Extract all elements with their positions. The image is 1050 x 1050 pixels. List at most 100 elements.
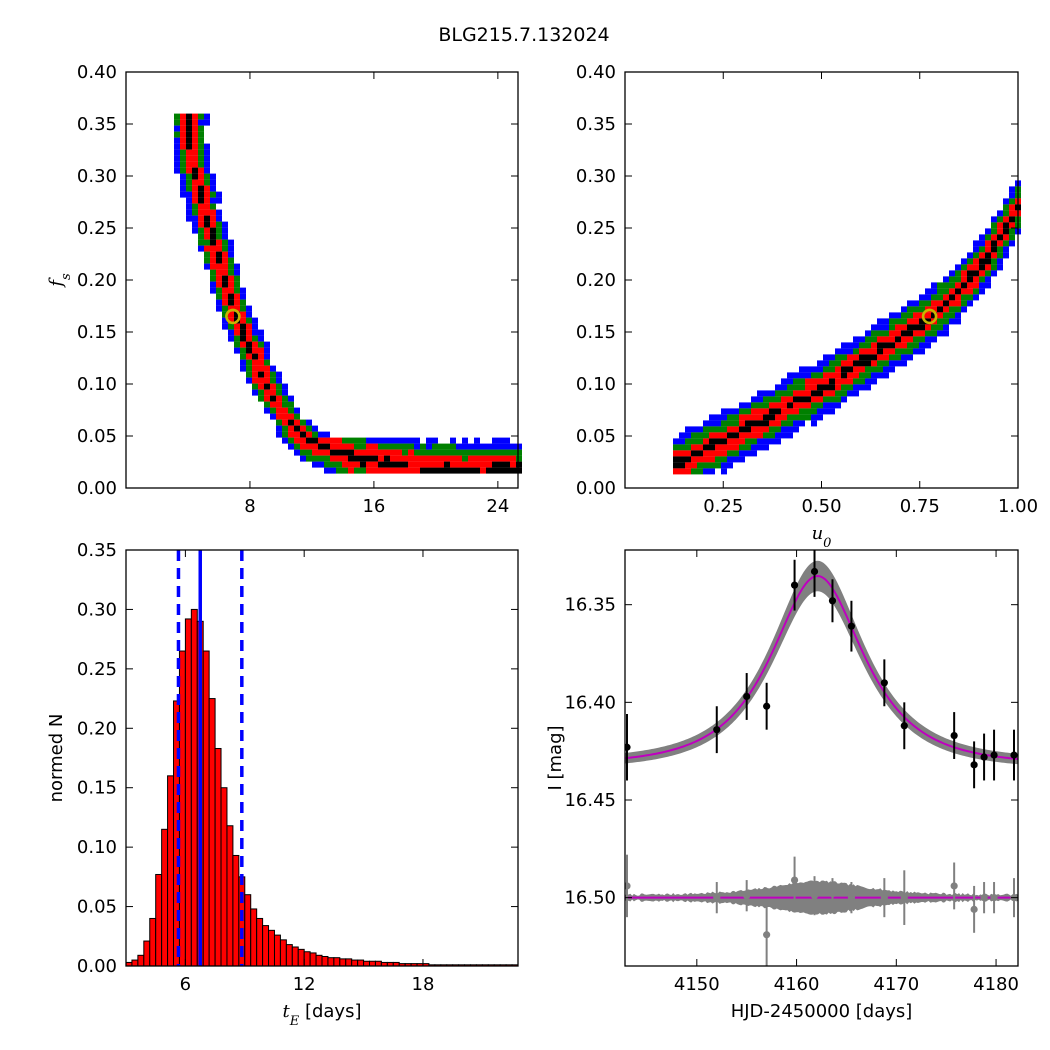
heatmap-cell: [426, 449, 432, 456]
heatmap-cell: [967, 264, 973, 271]
heatmap-cell: [679, 462, 685, 469]
heatmap-cell: [312, 443, 318, 450]
heatmap-cell: [216, 215, 222, 222]
heatmap-cell: [216, 239, 222, 246]
heatmap-cell: [492, 443, 498, 450]
heatmap-cell: [450, 461, 456, 468]
heatmap-cell: [420, 461, 426, 468]
heatmap-cell: [186, 161, 192, 168]
heatmap-cell: [781, 426, 787, 433]
heatmap-cell: [210, 287, 216, 294]
heatmap-cell: [480, 467, 486, 474]
heatmap-cell: [865, 330, 871, 337]
heatmap-cell: [727, 444, 733, 451]
y-tick-label: 0.35: [576, 114, 616, 135]
heatmap-cell: [907, 342, 913, 349]
heatmap-cell: [745, 426, 751, 433]
heatmap-cell: [691, 456, 697, 463]
heatmap-cell: [985, 258, 991, 265]
heatmap-cell: [865, 366, 871, 373]
heatmap-cell: [198, 173, 204, 180]
heatmap-cell: [721, 432, 727, 439]
heatmap-cell: [997, 240, 1003, 247]
lightcurve-plot-area: [625, 550, 1018, 966]
data-point: [625, 743, 631, 751]
heatmap-cell: [426, 443, 432, 450]
heatmap-cell: [462, 443, 468, 450]
heatmap-cell: [733, 420, 739, 427]
heatmap-cell: [727, 438, 733, 445]
histogram-bar: [339, 958, 347, 967]
heatmap-cell: [961, 288, 967, 295]
heatmap-cell: [486, 449, 492, 456]
heatmap-cell: [234, 281, 240, 288]
heatmap-cell: [811, 390, 817, 397]
heatmap-cell: [811, 372, 817, 379]
heatmap-cell: [504, 449, 510, 456]
heatmap-cell: [781, 408, 787, 415]
heatmap-cell: [895, 354, 901, 361]
heatmap-cell: [306, 437, 312, 444]
heatmap-cell: [420, 449, 426, 456]
heatmap-cell: [180, 137, 186, 144]
heatmap-cell: [258, 377, 264, 384]
y-tick-label: 0.05: [77, 897, 117, 918]
heatmap-cell: [450, 449, 456, 456]
heatmap-cell: [955, 270, 961, 277]
heatmap-cell: [997, 228, 1003, 235]
heatmap-cell: [769, 438, 775, 445]
heatmap-cell: [961, 282, 967, 289]
heatmap-cell: [246, 347, 252, 354]
heatmap-cell: [516, 449, 522, 456]
y-axis-label: normed N: [46, 714, 67, 803]
heatmap-cell: [865, 378, 871, 385]
heatmap-cell: [228, 335, 234, 342]
heatmap-cell: [474, 455, 480, 462]
heatmap-cell: [1003, 222, 1009, 229]
heatmap-cell: [198, 161, 204, 168]
heatmap-cell: [354, 443, 360, 450]
heatmap-cell: [883, 354, 889, 361]
x-axis-label: u0: [812, 523, 832, 551]
heatmap-cell: [1009, 222, 1015, 229]
heatmap-cell: [967, 294, 973, 301]
heatmap-cell: [853, 372, 859, 379]
heatmap-cell: [967, 252, 973, 259]
heatmap-cell: [246, 371, 252, 378]
heatmap-cell: [703, 456, 709, 463]
heatmap-cell: [937, 282, 943, 289]
heatmap-cell: [318, 461, 324, 468]
x-tick-label: 4150: [674, 974, 720, 995]
heatmap-cell: [396, 461, 402, 468]
residual-point: [763, 931, 771, 939]
heatmap-cell: [192, 209, 198, 216]
heatmap-cell: [180, 143, 186, 150]
heatmap-cell: [246, 359, 252, 366]
heatmap-cell: [282, 389, 288, 396]
heatmap-cell: [805, 372, 811, 379]
heatmap-cell: [841, 384, 847, 391]
heatmap-cell: [739, 408, 745, 415]
x-tick-label: 4160: [774, 974, 820, 995]
heatmap-cell: [282, 413, 288, 420]
heatmap-cell: [210, 269, 216, 276]
heatmap-cell: [198, 197, 204, 204]
heatmap-cell: [270, 371, 276, 378]
histogram-bar: [131, 959, 139, 967]
heatmap-cell: [787, 390, 793, 397]
heatmap-cell: [805, 408, 811, 415]
heatmap-cell: [985, 234, 991, 241]
heatmap-cell: [258, 389, 264, 396]
heatmap-cell: [937, 324, 943, 331]
heatmap-cell: [841, 372, 847, 379]
heatmap-cell: [907, 330, 913, 337]
histogram-bar: [256, 917, 264, 967]
x-tick-label: 0.75: [900, 496, 940, 517]
heatmap-cell: [498, 467, 504, 474]
heatmap-cell: [847, 360, 853, 367]
y-tick-label: 0.15: [77, 778, 117, 799]
heatmap-cell: [907, 318, 913, 325]
heatmap-cell: [901, 312, 907, 319]
histogram-bar: [143, 940, 151, 967]
heatmap-cell: [264, 371, 270, 378]
